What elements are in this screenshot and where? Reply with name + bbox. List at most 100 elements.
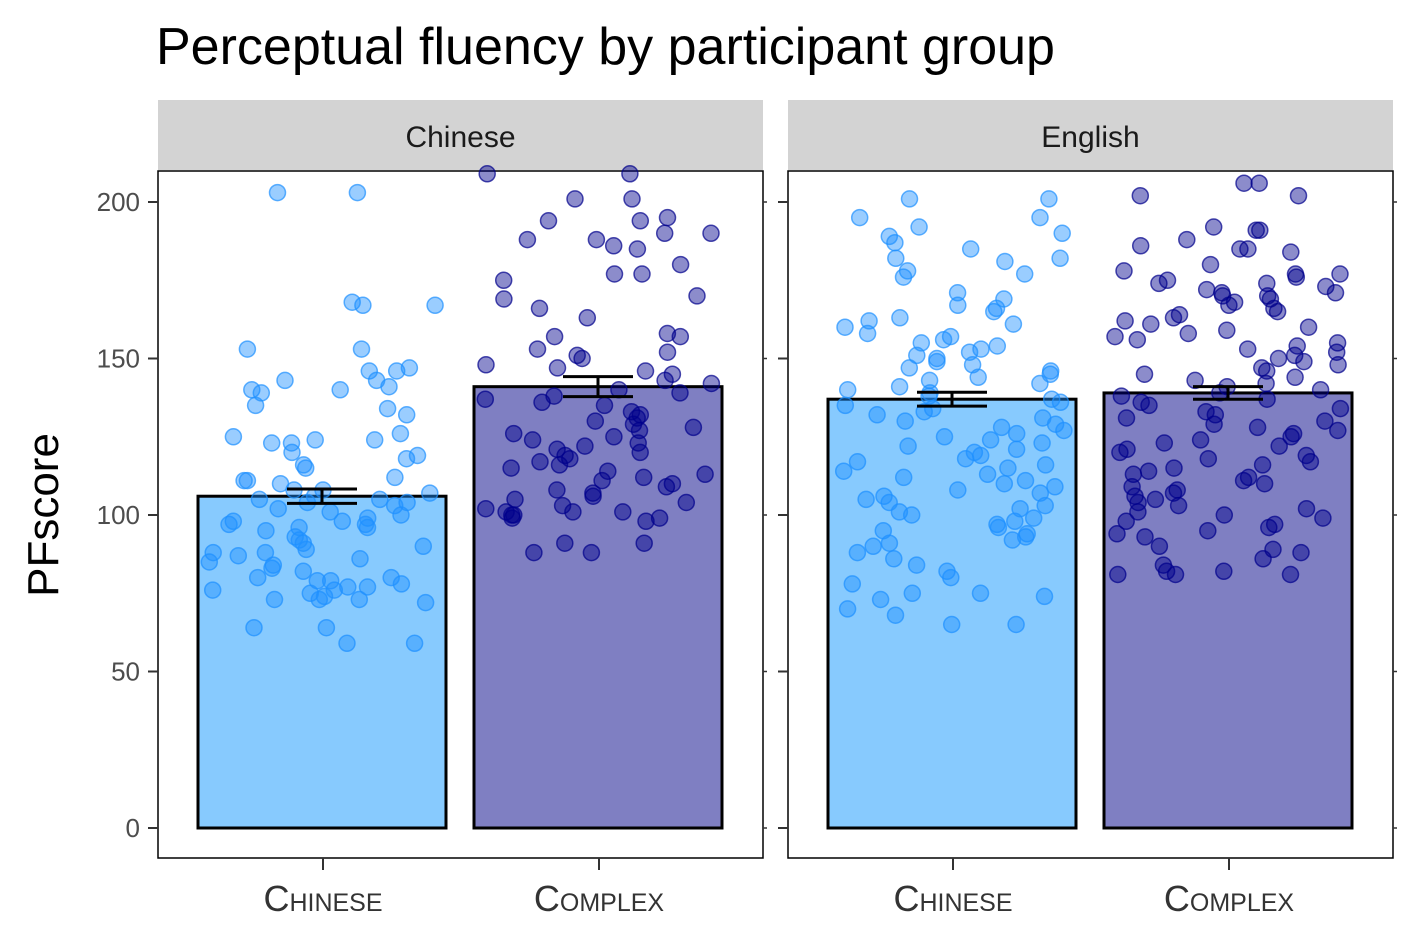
data-point — [1199, 449, 1218, 468]
data-point — [553, 496, 572, 515]
data-point — [1155, 434, 1174, 452]
data-point — [628, 240, 647, 258]
data-point — [1016, 528, 1035, 546]
data-point — [910, 218, 928, 236]
data-point — [902, 506, 921, 524]
data-point — [1111, 443, 1129, 462]
data-point — [657, 478, 676, 496]
data-point — [573, 349, 591, 368]
data-point — [1131, 237, 1150, 255]
data-point — [1316, 412, 1334, 430]
data-point — [599, 462, 617, 480]
data-point — [684, 418, 703, 437]
data-point — [848, 453, 867, 471]
data-point — [1036, 496, 1054, 515]
data-point — [671, 327, 690, 346]
data-point — [296, 459, 315, 477]
data-point — [928, 352, 946, 371]
data-point — [1204, 218, 1223, 236]
data-point — [885, 550, 903, 568]
data-point — [528, 340, 547, 358]
data-point — [614, 503, 632, 521]
data-point — [658, 343, 677, 361]
data-point — [477, 356, 495, 374]
data-point — [971, 446, 990, 465]
data-point — [265, 590, 284, 609]
data-point — [896, 412, 914, 430]
chart-title: Perceptual fluency by participant group — [156, 18, 1055, 76]
data-point — [894, 468, 913, 487]
data-point — [584, 487, 602, 505]
data-point — [358, 578, 377, 596]
data-point — [1260, 518, 1278, 537]
data-point — [635, 534, 653, 552]
data-point — [321, 571, 340, 590]
data-point — [1289, 186, 1308, 205]
data-point — [1257, 362, 1276, 380]
data-point — [1015, 265, 1034, 283]
facet-strip — [788, 100, 1393, 170]
data-point — [421, 484, 439, 502]
data-point — [1007, 615, 1025, 634]
data-point — [995, 474, 1014, 493]
data-point — [310, 590, 329, 609]
data-point — [294, 562, 313, 581]
data-point — [702, 374, 721, 393]
data-point — [1116, 312, 1134, 330]
data-point — [1314, 509, 1332, 527]
data-point — [283, 443, 301, 462]
data-point — [1255, 474, 1274, 493]
data-point — [530, 299, 549, 318]
y-tick-label: 150 — [97, 344, 140, 374]
data-point — [358, 518, 377, 537]
data-point — [631, 212, 650, 230]
data-point — [576, 437, 594, 455]
data-point — [387, 362, 406, 380]
data-point — [1269, 349, 1288, 368]
data-point — [631, 443, 649, 462]
data-point — [220, 515, 238, 534]
data-point — [1285, 346, 1304, 365]
data-point — [354, 296, 372, 315]
data-point — [871, 590, 890, 609]
data-point — [587, 230, 606, 249]
data-point — [352, 340, 371, 358]
data-point — [942, 568, 960, 587]
data-point — [1250, 174, 1268, 192]
data-point — [949, 296, 967, 315]
data-point — [333, 512, 352, 531]
data-point — [1131, 186, 1150, 205]
data-point — [224, 428, 243, 446]
data-point — [263, 559, 281, 577]
data-point — [371, 490, 389, 509]
data-point — [566, 190, 584, 208]
data-point — [636, 362, 655, 380]
data-point — [204, 543, 222, 562]
bar-chinese-chinese — [196, 494, 448, 830]
x-tick-label: Chinese — [263, 878, 382, 919]
data-point — [688, 287, 706, 305]
data-point — [1007, 440, 1026, 459]
data-point — [523, 431, 542, 449]
data-point — [1257, 374, 1275, 393]
data-point — [1299, 318, 1318, 336]
data-point — [578, 309, 597, 327]
data-point — [339, 578, 357, 596]
data-point — [996, 252, 1014, 271]
data-point — [1146, 490, 1165, 509]
data-point — [1109, 565, 1127, 584]
data-point — [999, 459, 1017, 477]
data-point — [391, 424, 410, 443]
data-point — [1247, 221, 1265, 239]
data-point — [548, 481, 566, 499]
data-point — [350, 590, 369, 609]
data-point — [1282, 428, 1300, 446]
data-point — [1220, 296, 1238, 315]
data-point — [1031, 208, 1049, 227]
data-point — [315, 587, 334, 606]
data-point — [1329, 421, 1347, 440]
data-point — [392, 575, 411, 593]
data-point — [848, 543, 867, 562]
data-point — [1178, 230, 1196, 249]
